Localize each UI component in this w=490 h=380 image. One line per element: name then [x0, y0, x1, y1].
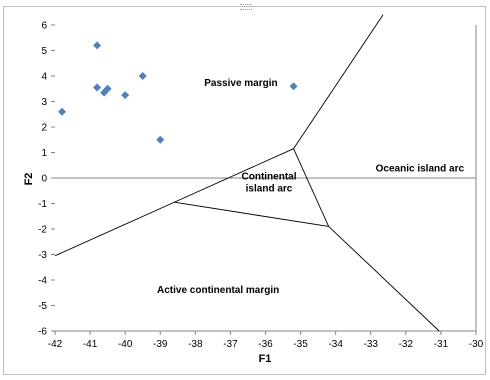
data-point — [156, 135, 165, 144]
y-tick-label: 6 — [41, 21, 47, 32]
boundary-line — [293, 148, 330, 227]
x-tick-label: -41 — [83, 339, 98, 350]
region-label-line: Continental — [242, 171, 297, 182]
region-label: Oceanic island arc — [376, 164, 465, 175]
boundary-lines — [54, 14, 440, 332]
boundary-line — [328, 226, 440, 332]
region-labels: Passive margin Continental island arc Ocean… — [157, 78, 464, 296]
y-axis-label: F2 — [23, 173, 35, 186]
data-point — [121, 91, 130, 100]
x-tick-label: -37 — [223, 339, 238, 350]
x-tick-label: -38 — [188, 339, 203, 350]
data-point — [138, 72, 147, 80]
data-point — [103, 84, 112, 93]
y-tick-label: 1 — [41, 148, 47, 159]
y-tick-label: -2 — [38, 225, 47, 236]
x-tick-label: -35 — [293, 339, 308, 350]
region-label-line: Active continental margin — [157, 285, 279, 296]
x-tick-label: -31 — [434, 339, 449, 350]
resize-grip-icon[interactable] — [240, 4, 252, 10]
boundary-line — [293, 14, 384, 149]
region-label: Active continental margin — [157, 285, 279, 296]
x-tick-label: -30 — [469, 339, 484, 350]
data-point — [58, 107, 67, 116]
x-tick-label: -42 — [48, 339, 63, 350]
x-tick-label: -32 — [399, 339, 414, 350]
data-points — [58, 41, 298, 144]
y-tick-label: -1 — [38, 199, 47, 210]
x-axis-label: F1 — [259, 353, 272, 365]
y-tick-label: -6 — [38, 327, 47, 338]
data-point — [93, 41, 102, 50]
x-tick-label: -40 — [118, 339, 133, 350]
boundary-line — [54, 201, 175, 257]
region-label-line: Oceanic island arc — [376, 164, 465, 175]
y-tick-label: 5 — [41, 46, 47, 57]
data-point — [93, 83, 102, 92]
x-tick-label: -34 — [328, 339, 343, 350]
y-tick-label: -4 — [38, 276, 47, 287]
region-label: Continental island arc — [242, 171, 297, 194]
x-tick-label: -33 — [364, 339, 379, 350]
y-tick-label: 2 — [41, 123, 47, 134]
region-label-line: island arc — [246, 183, 293, 194]
x-tick-label: -36 — [258, 339, 273, 350]
chart-frame — [3, 6, 486, 375]
boundary-line — [174, 148, 294, 203]
region-label: Passive margin — [204, 78, 277, 89]
x-tick-label: -39 — [153, 339, 168, 350]
axes: -6 -5 -4 -3 -2 -1 0 1 2 3 4 5 6 -42 -41 -40 -39 -38 -37 -36… — [38, 21, 484, 351]
y-tick-label: -5 — [38, 301, 47, 312]
y-tick-label: 0 — [41, 174, 47, 185]
region-label-line: Passive margin — [204, 78, 277, 89]
data-point — [289, 82, 298, 91]
boundary-line — [174, 201, 329, 227]
y-tick-label: 3 — [41, 97, 47, 108]
y-tick-label: -3 — [38, 250, 47, 261]
y-tick-label: 4 — [41, 72, 47, 83]
